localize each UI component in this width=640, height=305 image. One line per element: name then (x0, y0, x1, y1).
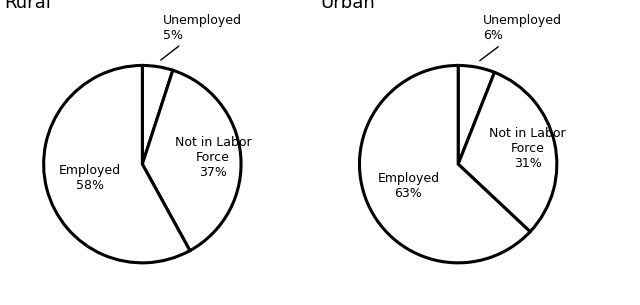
Text: Rural: Rural (4, 0, 51, 12)
Wedge shape (142, 66, 173, 164)
Wedge shape (458, 72, 557, 232)
Text: Unemployed
5%: Unemployed 5% (161, 14, 242, 60)
Text: Employed
63%: Employed 63% (378, 172, 440, 200)
Text: Employed
58%: Employed 58% (59, 164, 121, 192)
Text: Unemployed
6%: Unemployed 6% (480, 14, 562, 61)
Wedge shape (360, 66, 530, 263)
Wedge shape (458, 66, 495, 164)
Text: Urban: Urban (320, 0, 375, 12)
Wedge shape (44, 66, 190, 263)
Text: Not in Labor
Force
31%: Not in Labor Force 31% (489, 127, 566, 170)
Wedge shape (142, 70, 241, 251)
Text: Not in Labor
Force
37%: Not in Labor Force 37% (175, 136, 252, 179)
